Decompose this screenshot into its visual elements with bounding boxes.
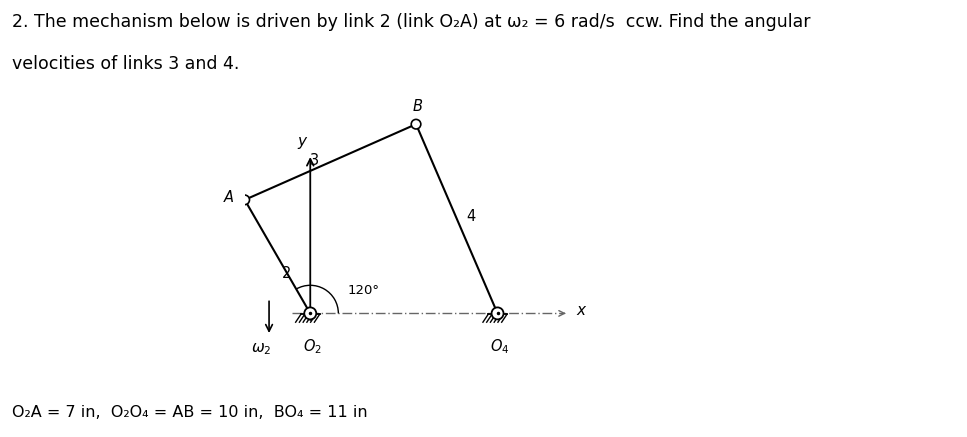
Text: 120°: 120° bbox=[348, 284, 380, 297]
Text: $\omega_2$: $\omega_2$ bbox=[251, 341, 272, 357]
Text: 2. The mechanism below is driven by link 2 (link O₂A) at ω₂ = 6 rad/s  ccw. Find: 2. The mechanism below is driven by link… bbox=[12, 13, 810, 31]
Circle shape bbox=[491, 307, 504, 319]
Text: B: B bbox=[413, 99, 423, 114]
Text: $O_2$: $O_2$ bbox=[303, 338, 322, 357]
Text: y: y bbox=[297, 134, 307, 149]
Circle shape bbox=[411, 119, 421, 129]
Text: x: x bbox=[576, 303, 585, 318]
Text: A: A bbox=[223, 191, 233, 205]
Text: $O_4$: $O_4$ bbox=[489, 338, 510, 357]
Circle shape bbox=[305, 307, 316, 319]
Text: 3: 3 bbox=[310, 153, 319, 168]
Circle shape bbox=[240, 195, 249, 205]
Text: velocities of links 3 and 4.: velocities of links 3 and 4. bbox=[12, 55, 239, 73]
Text: 2: 2 bbox=[282, 266, 291, 281]
Text: O₂A = 7 in,  O₂O₄ = AB = 10 in,  BO₄ = 11 in: O₂A = 7 in, O₂O₄ = AB = 10 in, BO₄ = 11 … bbox=[12, 405, 367, 420]
Text: 4: 4 bbox=[466, 209, 476, 225]
